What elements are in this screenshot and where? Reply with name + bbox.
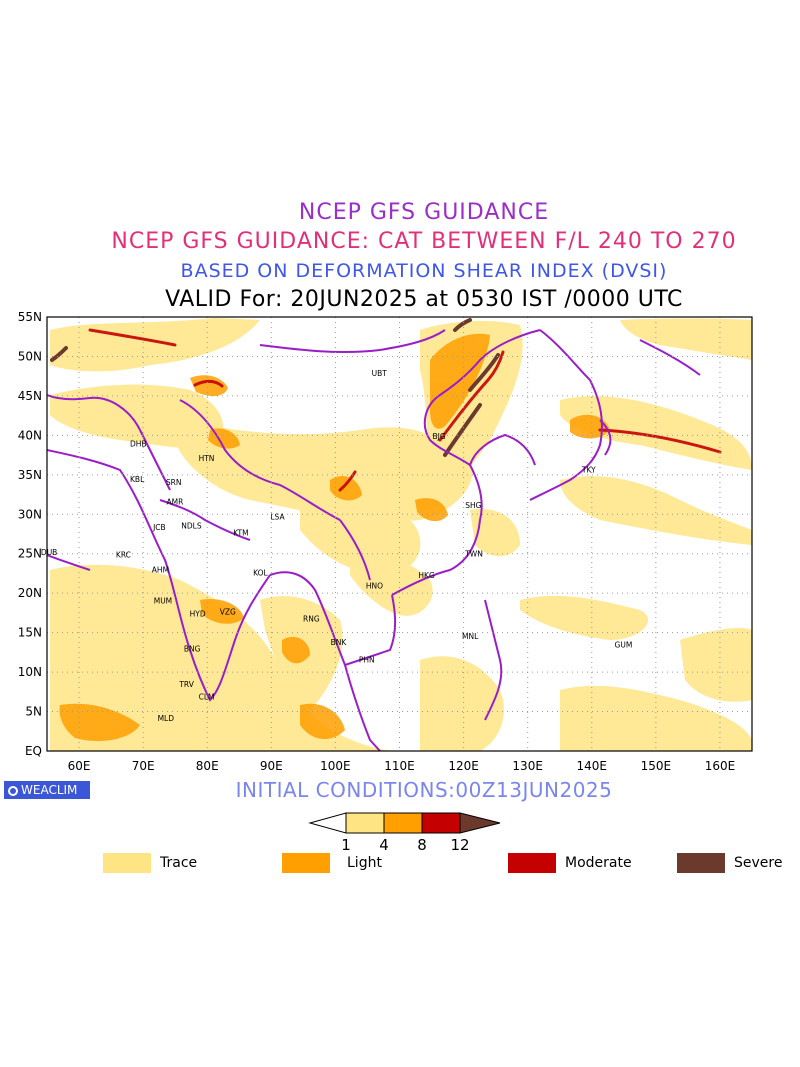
legend-label-moderate: Moderate (565, 855, 632, 871)
colorbar-trace (345, 812, 385, 834)
map-frame (46, 316, 753, 752)
brand-label: WEACLIM (21, 783, 78, 797)
station-label: KRC (116, 551, 131, 560)
latitude-label: EQ (25, 744, 42, 758)
latitude-label: 10N (18, 665, 42, 679)
station-label: UBT (372, 369, 388, 378)
logo-ring-icon (8, 786, 18, 796)
latitude-label: 20N (18, 586, 42, 600)
station-label: AMR (167, 498, 184, 507)
longitude-label: 160E (705, 759, 736, 773)
station-labels: UBT BJG DHB HTN KBL SRN TKY SHG AMR LSA JCB NDLS KTM… (41, 369, 632, 723)
station-label: PHN (359, 655, 375, 664)
latitude-label: 40N (18, 428, 42, 442)
latitude-label: 35N (18, 468, 42, 482)
title-line-1: NCEP GFS GUIDANCE (298, 200, 550, 225)
station-label: BNK (331, 638, 348, 647)
station-label: NDLS (181, 521, 202, 530)
colorbar-tick: 12 (450, 836, 469, 852)
latitude-label: 55N (18, 310, 42, 324)
station-label: MNL (462, 632, 479, 641)
colorbar: 1 4 8 12 (308, 812, 501, 852)
latitude-label: 5N (25, 705, 42, 719)
station-label: KOL (253, 569, 268, 578)
legend-swatch-trace (103, 853, 151, 873)
colorbar-severe (459, 812, 501, 834)
station-label: RNG (303, 614, 320, 623)
station-label: BJG (433, 432, 446, 441)
weaclim-logo: WEACLIM (4, 781, 90, 799)
station-label: CLM (199, 693, 215, 702)
turbulence-map: UBT BJG DHB HTN KBL SRN TKY SHG AMR LSA JCB NDLS KTM… (18, 310, 753, 773)
longitude-label: 110E (384, 759, 415, 773)
station-label: KBL (130, 475, 145, 484)
colorbar-below-min (308, 812, 347, 834)
longitude-labels: 60E 70E 80E 90E 100E 110E 120E 130E 140E 150E 160E (68, 759, 736, 773)
longitude-label: 140E (577, 759, 608, 773)
station-label: LSA (270, 513, 285, 522)
station-label: DUB (41, 548, 57, 557)
station-label: DHB (130, 439, 147, 448)
legend-swatch-severe (677, 853, 725, 873)
latitude-label: 30N (18, 507, 42, 521)
legend-label-light: Light (347, 855, 382, 871)
longitude-label: 100E (320, 759, 351, 773)
longitude-label: 90E (260, 759, 283, 773)
station-label: MUM (154, 596, 172, 605)
station-label: GUM (615, 640, 633, 649)
longitude-label: 70E (132, 759, 155, 773)
station-label: MLD (158, 714, 175, 723)
colorbar-light (383, 812, 423, 834)
latitude-label: 45N (18, 389, 42, 403)
longitude-label: 130E (512, 759, 543, 773)
station-label: BNG (184, 644, 201, 653)
station-label: TKY (581, 465, 596, 474)
latitude-label: 15N (18, 626, 42, 640)
title-line-2: NCEP GFS GUIDANCE: CAT BETWEEN F/L 240 T… (111, 229, 737, 254)
longitude-label: 150E (641, 759, 672, 773)
legend-label-trace: Trace (160, 855, 198, 871)
station-label: TRV (178, 680, 194, 689)
station-label: SRN (166, 478, 182, 487)
legend-swatch-light (282, 853, 330, 873)
station-label: HYD (190, 610, 206, 619)
latitude-label: 25N (18, 547, 42, 561)
latitude-labels: 55N 50N 45N 40N 35N 30N 25N 20N 15N 10N 5N EQ (18, 310, 42, 758)
longitude-label: 120E (448, 759, 479, 773)
colorbar-moderate (421, 812, 461, 834)
longitude-label: 60E (68, 759, 91, 773)
colorbar-tick: 4 (379, 836, 389, 852)
station-label: HNO (366, 581, 383, 590)
station-label: AHM (152, 566, 169, 575)
valid-time: VALID For: 20JUN2025 at 0530 IST /0000 U… (165, 287, 683, 312)
longitude-label: 80E (196, 759, 219, 773)
colorbar-tick: 8 (417, 836, 427, 852)
station-label: VZG (220, 607, 236, 616)
station-label: JCB (152, 523, 166, 532)
station-label: HTN (199, 454, 215, 463)
latitude-label: 50N (18, 349, 42, 363)
station-label: TWN (464, 550, 483, 559)
turbulence-field (50, 318, 752, 751)
initial-conditions: INITIAL CONDITIONS:00Z13JUN2025 (235, 778, 613, 802)
colorbar-tick: 1 (341, 836, 351, 852)
title-line-3: BASED ON DEFORMATION SHEAR INDEX (DVSI) (180, 260, 668, 282)
legend-label-severe: Severe (734, 855, 783, 871)
coastlines (47, 329, 701, 751)
station-label: HKG (418, 571, 435, 580)
station-label: KTM (233, 528, 248, 537)
legend-swatch-moderate (508, 853, 556, 873)
station-label: SHG (465, 501, 481, 510)
